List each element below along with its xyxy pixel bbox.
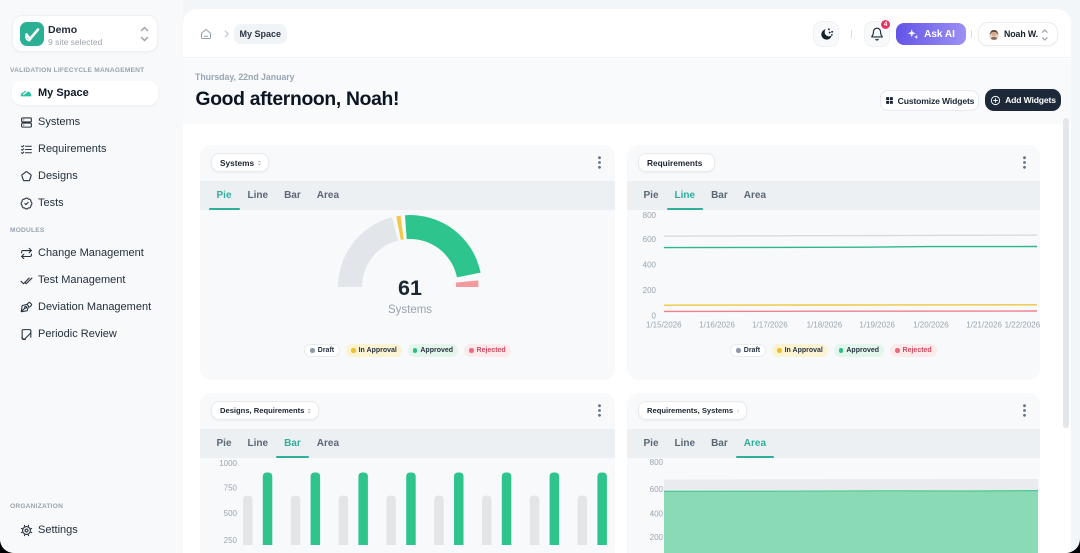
- svg-text:750: 750: [224, 484, 238, 493]
- svg-text:400: 400: [650, 510, 664, 519]
- svg-text:200: 200: [643, 286, 657, 295]
- svg-text:1/19/2026: 1/19/2026: [859, 321, 895, 330]
- svg-text:61: 61: [398, 276, 422, 300]
- svg-text:1000: 1000: [219, 459, 237, 468]
- svg-text:500: 500: [224, 509, 238, 518]
- svg-text:1/17/2026: 1/17/2026: [752, 321, 788, 330]
- svg-text:200: 200: [650, 533, 664, 542]
- svg-text:1/16/2026: 1/16/2026: [699, 321, 735, 330]
- svg-text:1/22/2026: 1/22/2026: [1005, 321, 1040, 330]
- svg-text:Systems: Systems: [388, 304, 432, 316]
- svg-text:600: 600: [643, 235, 657, 244]
- svg-text:0: 0: [652, 312, 657, 321]
- svg-text:1/20/2026: 1/20/2026: [913, 321, 949, 330]
- svg-text:250: 250: [224, 536, 238, 545]
- svg-text:400: 400: [643, 261, 657, 270]
- svg-text:1/21/2026: 1/21/2026: [966, 321, 1002, 330]
- svg-text:1/18/2026: 1/18/2026: [807, 321, 843, 330]
- svg-text:1/15/2026: 1/15/2026: [646, 321, 682, 330]
- svg-text:800: 800: [643, 211, 657, 220]
- svg-text:800: 800: [650, 458, 664, 467]
- svg-text:600: 600: [650, 485, 664, 494]
